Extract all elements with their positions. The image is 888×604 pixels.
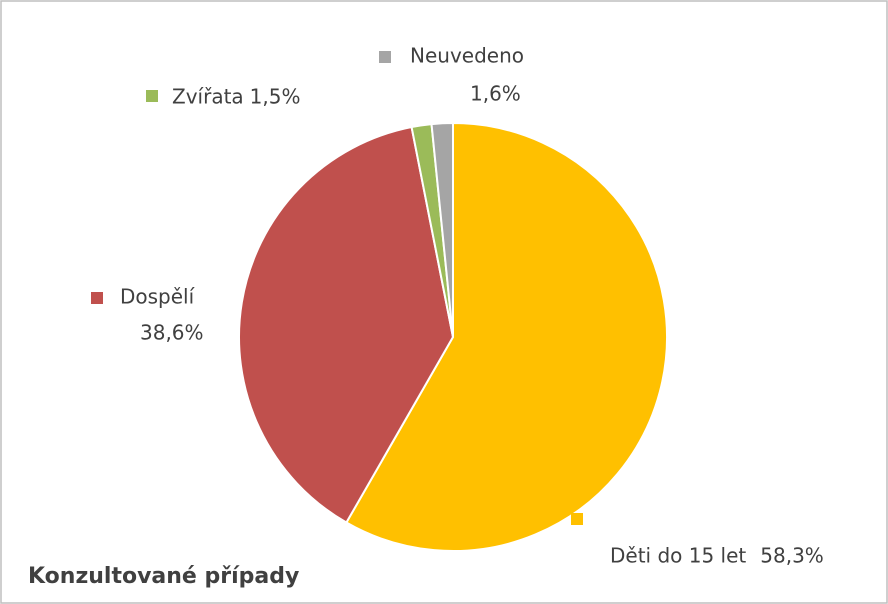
pie-slice <box>345 121 668 552</box>
slice-label: Děti do 15 let <box>610 544 746 568</box>
legend-marker <box>91 292 103 304</box>
legend-marker <box>571 513 583 525</box>
slice-label: Neuvedeno <box>410 44 524 68</box>
legend-marker <box>146 90 158 102</box>
slice-value-label: 1,6% <box>470 82 521 106</box>
slice-label: Zvířata <box>172 85 244 109</box>
pie-slice <box>238 125 455 524</box>
legend-marker <box>379 51 391 63</box>
pie-slice <box>430 121 454 338</box>
slice-label: Dospělí <box>120 285 196 309</box>
chart-title: Konzultované případy <box>28 564 299 589</box>
slice-value-label: 38,6% <box>140 321 204 345</box>
slice-value-label: 1,5% <box>250 85 301 109</box>
slice-value-label: 58,3% <box>760 544 824 568</box>
